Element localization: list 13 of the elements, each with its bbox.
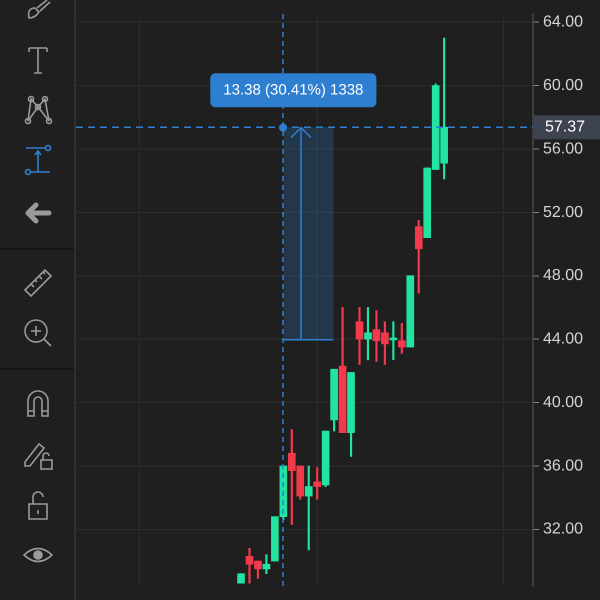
y-tick-label: 48.00 [543, 267, 584, 284]
candlestick [304, 466, 313, 550]
candlestick [313, 467, 322, 500]
y-tick-label: 44.00 [543, 330, 584, 348]
y-tick-label: 52.00 [543, 204, 584, 221]
y-tick-label: 56.00 [543, 140, 584, 158]
ref-line-label: 57.37 [545, 118, 586, 136]
y-tick-label: 36.00 [543, 457, 584, 474]
y-tick-label: 60.00 [543, 76, 584, 94]
y-tick-label: 64.00 [543, 14, 584, 31]
y-tick-label: 32.00 [543, 520, 584, 538]
annotation: 13.38 (30.41%) 1338 [223, 81, 364, 98]
y-tick-label: 40.00 [543, 394, 584, 411]
